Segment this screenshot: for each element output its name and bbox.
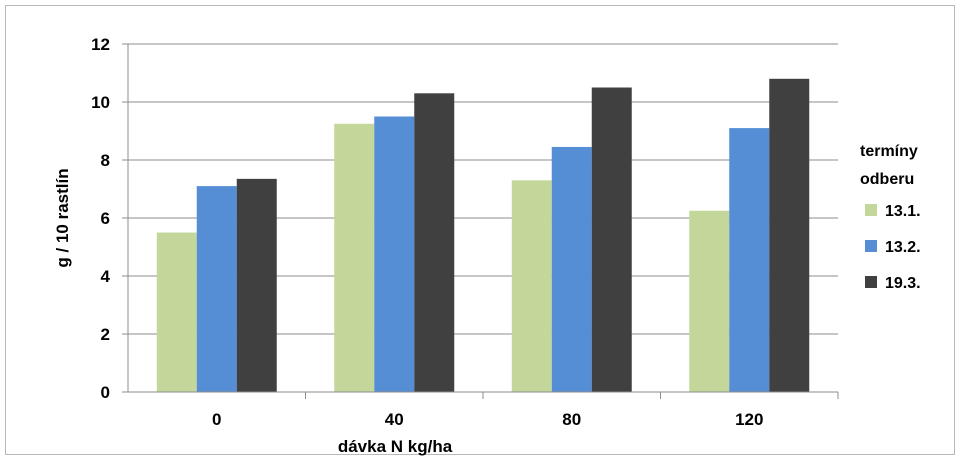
legend-swatch bbox=[865, 276, 877, 288]
legend-label: 13.2. bbox=[885, 239, 921, 256]
bar bbox=[334, 123, 375, 392]
bar bbox=[414, 93, 455, 393]
bar bbox=[689, 210, 730, 392]
legend-title: odberu bbox=[860, 171, 914, 188]
bar bbox=[156, 232, 197, 392]
x-tick-label: 120 bbox=[735, 410, 763, 429]
y-tick-label: 10 bbox=[91, 93, 110, 112]
bar bbox=[374, 116, 415, 392]
x-tick-labels: 0 40 80 120 bbox=[212, 410, 763, 429]
y-tick-label: 4 bbox=[101, 267, 111, 286]
y-tick-label: 0 bbox=[101, 383, 110, 402]
legend-swatch bbox=[865, 240, 877, 252]
y-tick-label: 6 bbox=[101, 209, 110, 228]
x-axis-title: dávka N kg/ha bbox=[338, 437, 453, 456]
bar bbox=[511, 180, 552, 392]
legend-label: 19.3. bbox=[885, 275, 921, 292]
bar bbox=[591, 87, 632, 392]
legend-swatch bbox=[865, 204, 877, 216]
legend-title: termíny bbox=[860, 143, 918, 160]
bars bbox=[156, 78, 810, 393]
x-tick-label: 40 bbox=[385, 410, 404, 429]
x-tick-label: 80 bbox=[562, 410, 581, 429]
bar bbox=[551, 146, 592, 392]
bar bbox=[769, 78, 810, 393]
axes bbox=[122, 43, 839, 399]
bar bbox=[729, 128, 770, 392]
x-tick-label: 0 bbox=[212, 410, 221, 429]
y-axis-title: g / 10 rastlín bbox=[53, 168, 72, 267]
y-tick-label: 12 bbox=[91, 35, 110, 54]
legend-label: 13.1. bbox=[885, 203, 921, 220]
y-tick-label: 2 bbox=[101, 325, 110, 344]
bar bbox=[196, 186, 237, 392]
legend: termíny odberu 13.1. 13.2. 19.3. bbox=[860, 143, 921, 292]
y-tick-labels: 0 2 4 6 8 10 12 bbox=[91, 35, 110, 402]
y-tick-label: 8 bbox=[101, 151, 110, 170]
bar bbox=[236, 178, 277, 392]
